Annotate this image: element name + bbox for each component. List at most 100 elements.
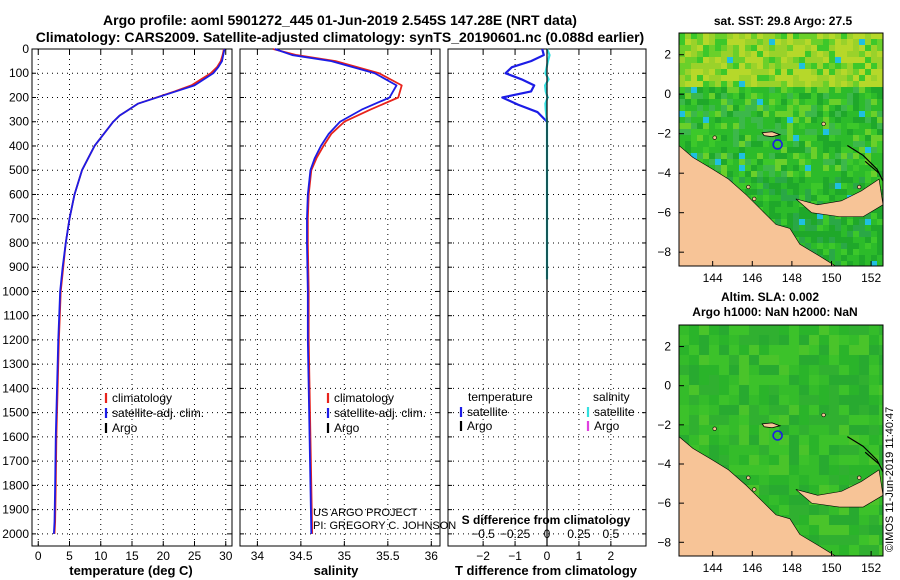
map-cell xyxy=(811,45,817,51)
map-cell xyxy=(853,261,859,266)
map-cell xyxy=(699,335,709,345)
map-cell xyxy=(835,243,841,249)
map-cell xyxy=(847,117,853,123)
map-cell xyxy=(739,425,749,435)
map-cell xyxy=(877,57,883,63)
map-cell xyxy=(817,147,823,153)
map-cell xyxy=(817,57,823,63)
map-cell xyxy=(847,219,853,225)
map-cell xyxy=(871,219,877,225)
map-cell xyxy=(869,435,879,445)
map-cell xyxy=(839,375,849,385)
x-tick-label: 30 xyxy=(219,549,233,563)
map-cell xyxy=(745,153,751,159)
map-cell xyxy=(709,165,715,171)
panel-frame xyxy=(31,48,233,547)
map-cell xyxy=(697,99,703,105)
map-cell xyxy=(847,189,853,195)
map-cell xyxy=(763,117,769,123)
map-cell xyxy=(829,177,835,183)
map-cell xyxy=(709,135,715,141)
map-cell xyxy=(835,51,841,57)
map-cell xyxy=(829,435,839,445)
map-cell xyxy=(733,69,739,75)
map-cell xyxy=(733,81,739,87)
map-cell xyxy=(715,39,721,45)
map-cell xyxy=(715,165,721,171)
map-cell xyxy=(757,129,763,135)
map-cell xyxy=(789,335,799,345)
map-cell xyxy=(859,237,865,243)
small-island xyxy=(712,135,717,140)
map-cell xyxy=(841,93,847,99)
map-cell xyxy=(859,515,869,525)
map-cell xyxy=(787,51,793,57)
map-cell xyxy=(871,147,877,153)
map-cell xyxy=(859,255,865,261)
y-tick-label: 400 xyxy=(9,139,29,153)
map-cell xyxy=(823,39,829,45)
map-cell xyxy=(763,165,769,171)
map-cell xyxy=(811,111,817,117)
map-cell xyxy=(751,39,757,45)
map-cell xyxy=(721,147,727,153)
x-top-tick-label: −0.25 xyxy=(500,527,531,541)
map-cell xyxy=(829,141,835,147)
legend-salinity-1-label: satellite-adj. clim. xyxy=(334,406,426,420)
map-cell xyxy=(727,177,733,183)
map-cell xyxy=(781,57,787,63)
map-cell xyxy=(849,385,859,395)
map-cell xyxy=(829,147,835,153)
map-cell xyxy=(879,365,883,375)
map-cell xyxy=(809,425,819,435)
map-cell xyxy=(799,345,809,355)
map-cell xyxy=(697,63,703,69)
map-cell xyxy=(823,93,829,99)
map-cell xyxy=(699,375,709,385)
map-cell xyxy=(775,39,781,45)
map-cell xyxy=(869,535,879,545)
map-cell xyxy=(793,57,799,63)
map-cell xyxy=(835,195,841,201)
map-cell xyxy=(839,445,849,455)
map-cell xyxy=(817,153,823,159)
map-cell xyxy=(757,33,763,39)
map-cell xyxy=(823,75,829,81)
map-cell xyxy=(835,111,841,117)
map-cell xyxy=(811,135,817,141)
x-tick-label: 0 xyxy=(544,549,551,563)
map-cell xyxy=(823,249,829,255)
map-cell xyxy=(757,123,763,129)
map-cell xyxy=(841,231,847,237)
map-cell xyxy=(685,81,691,87)
map-cell xyxy=(805,93,811,99)
map-cell xyxy=(823,123,829,129)
map-cell xyxy=(769,415,779,425)
map-cell xyxy=(811,129,817,135)
map-cell xyxy=(715,123,721,129)
map-cell xyxy=(805,87,811,93)
map-cell xyxy=(749,355,759,365)
map-cell xyxy=(739,365,749,375)
argo-float-marker xyxy=(772,139,783,150)
map-cell xyxy=(733,141,739,147)
map-cell xyxy=(781,123,787,129)
map-cell xyxy=(847,141,853,147)
map-cell xyxy=(811,75,817,81)
map-cell xyxy=(697,33,703,39)
map-cell xyxy=(789,475,799,485)
map-cell xyxy=(691,153,697,159)
map-cell xyxy=(859,225,865,231)
map-cell xyxy=(789,465,799,475)
map-cell xyxy=(811,141,817,147)
map-cell xyxy=(715,111,721,117)
map-cell xyxy=(877,129,883,135)
map-cell xyxy=(839,385,849,395)
map-cell xyxy=(817,165,823,171)
map-cell xyxy=(829,195,835,201)
map-cell xyxy=(745,141,751,147)
map-cell xyxy=(805,51,811,57)
map-cell xyxy=(841,147,847,153)
map-cell xyxy=(787,165,793,171)
map-cell xyxy=(847,111,853,117)
